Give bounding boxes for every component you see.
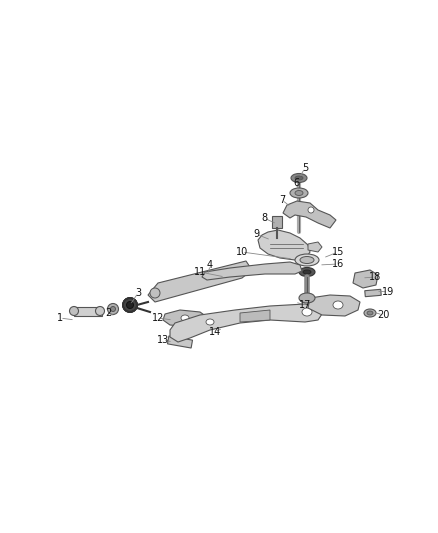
Bar [272, 216, 282, 228]
Ellipse shape [110, 306, 116, 311]
Ellipse shape [295, 190, 303, 196]
Text: 5: 5 [302, 163, 308, 173]
Text: 13: 13 [157, 335, 169, 345]
Ellipse shape [333, 301, 343, 309]
Text: 19: 19 [382, 287, 394, 297]
Text: 10: 10 [236, 247, 248, 257]
Text: 16: 16 [332, 259, 344, 269]
Text: 12: 12 [152, 313, 164, 323]
Ellipse shape [181, 315, 189, 321]
Polygon shape [148, 261, 252, 302]
Polygon shape [170, 304, 322, 342]
Text: 7: 7 [279, 195, 285, 205]
Text: 9: 9 [253, 229, 259, 239]
Text: 11: 11 [194, 267, 206, 277]
Ellipse shape [302, 308, 312, 316]
Text: 2: 2 [105, 308, 111, 318]
Bar [365, 289, 381, 297]
Ellipse shape [367, 311, 373, 315]
Ellipse shape [150, 288, 160, 298]
Ellipse shape [295, 176, 303, 180]
Text: 3: 3 [135, 288, 141, 298]
Ellipse shape [206, 319, 214, 325]
Ellipse shape [123, 298, 137, 312]
Polygon shape [308, 242, 322, 252]
Polygon shape [240, 310, 270, 322]
Text: 18: 18 [369, 272, 381, 282]
Text: 17: 17 [299, 300, 311, 310]
Ellipse shape [295, 254, 319, 266]
Ellipse shape [303, 270, 311, 274]
Ellipse shape [95, 306, 105, 316]
Ellipse shape [299, 268, 315, 277]
Text: 1: 1 [57, 313, 63, 323]
Ellipse shape [107, 303, 119, 314]
Polygon shape [308, 295, 360, 316]
Ellipse shape [290, 188, 308, 198]
Polygon shape [353, 270, 378, 288]
Ellipse shape [300, 256, 314, 263]
Polygon shape [283, 201, 336, 228]
Text: 4: 4 [207, 260, 213, 270]
Polygon shape [258, 230, 310, 260]
Text: 15: 15 [332, 247, 344, 257]
Text: 14: 14 [209, 327, 221, 337]
Ellipse shape [308, 207, 314, 213]
Polygon shape [202, 262, 302, 280]
Bar [74, 306, 102, 316]
Bar [167, 336, 193, 348]
Polygon shape [163, 310, 207, 327]
Ellipse shape [70, 306, 78, 316]
Ellipse shape [364, 309, 376, 317]
Ellipse shape [127, 302, 134, 309]
Ellipse shape [299, 293, 315, 303]
Text: 6: 6 [293, 178, 299, 188]
Ellipse shape [291, 174, 307, 182]
Text: 20: 20 [377, 310, 389, 320]
Text: 8: 8 [261, 213, 267, 223]
